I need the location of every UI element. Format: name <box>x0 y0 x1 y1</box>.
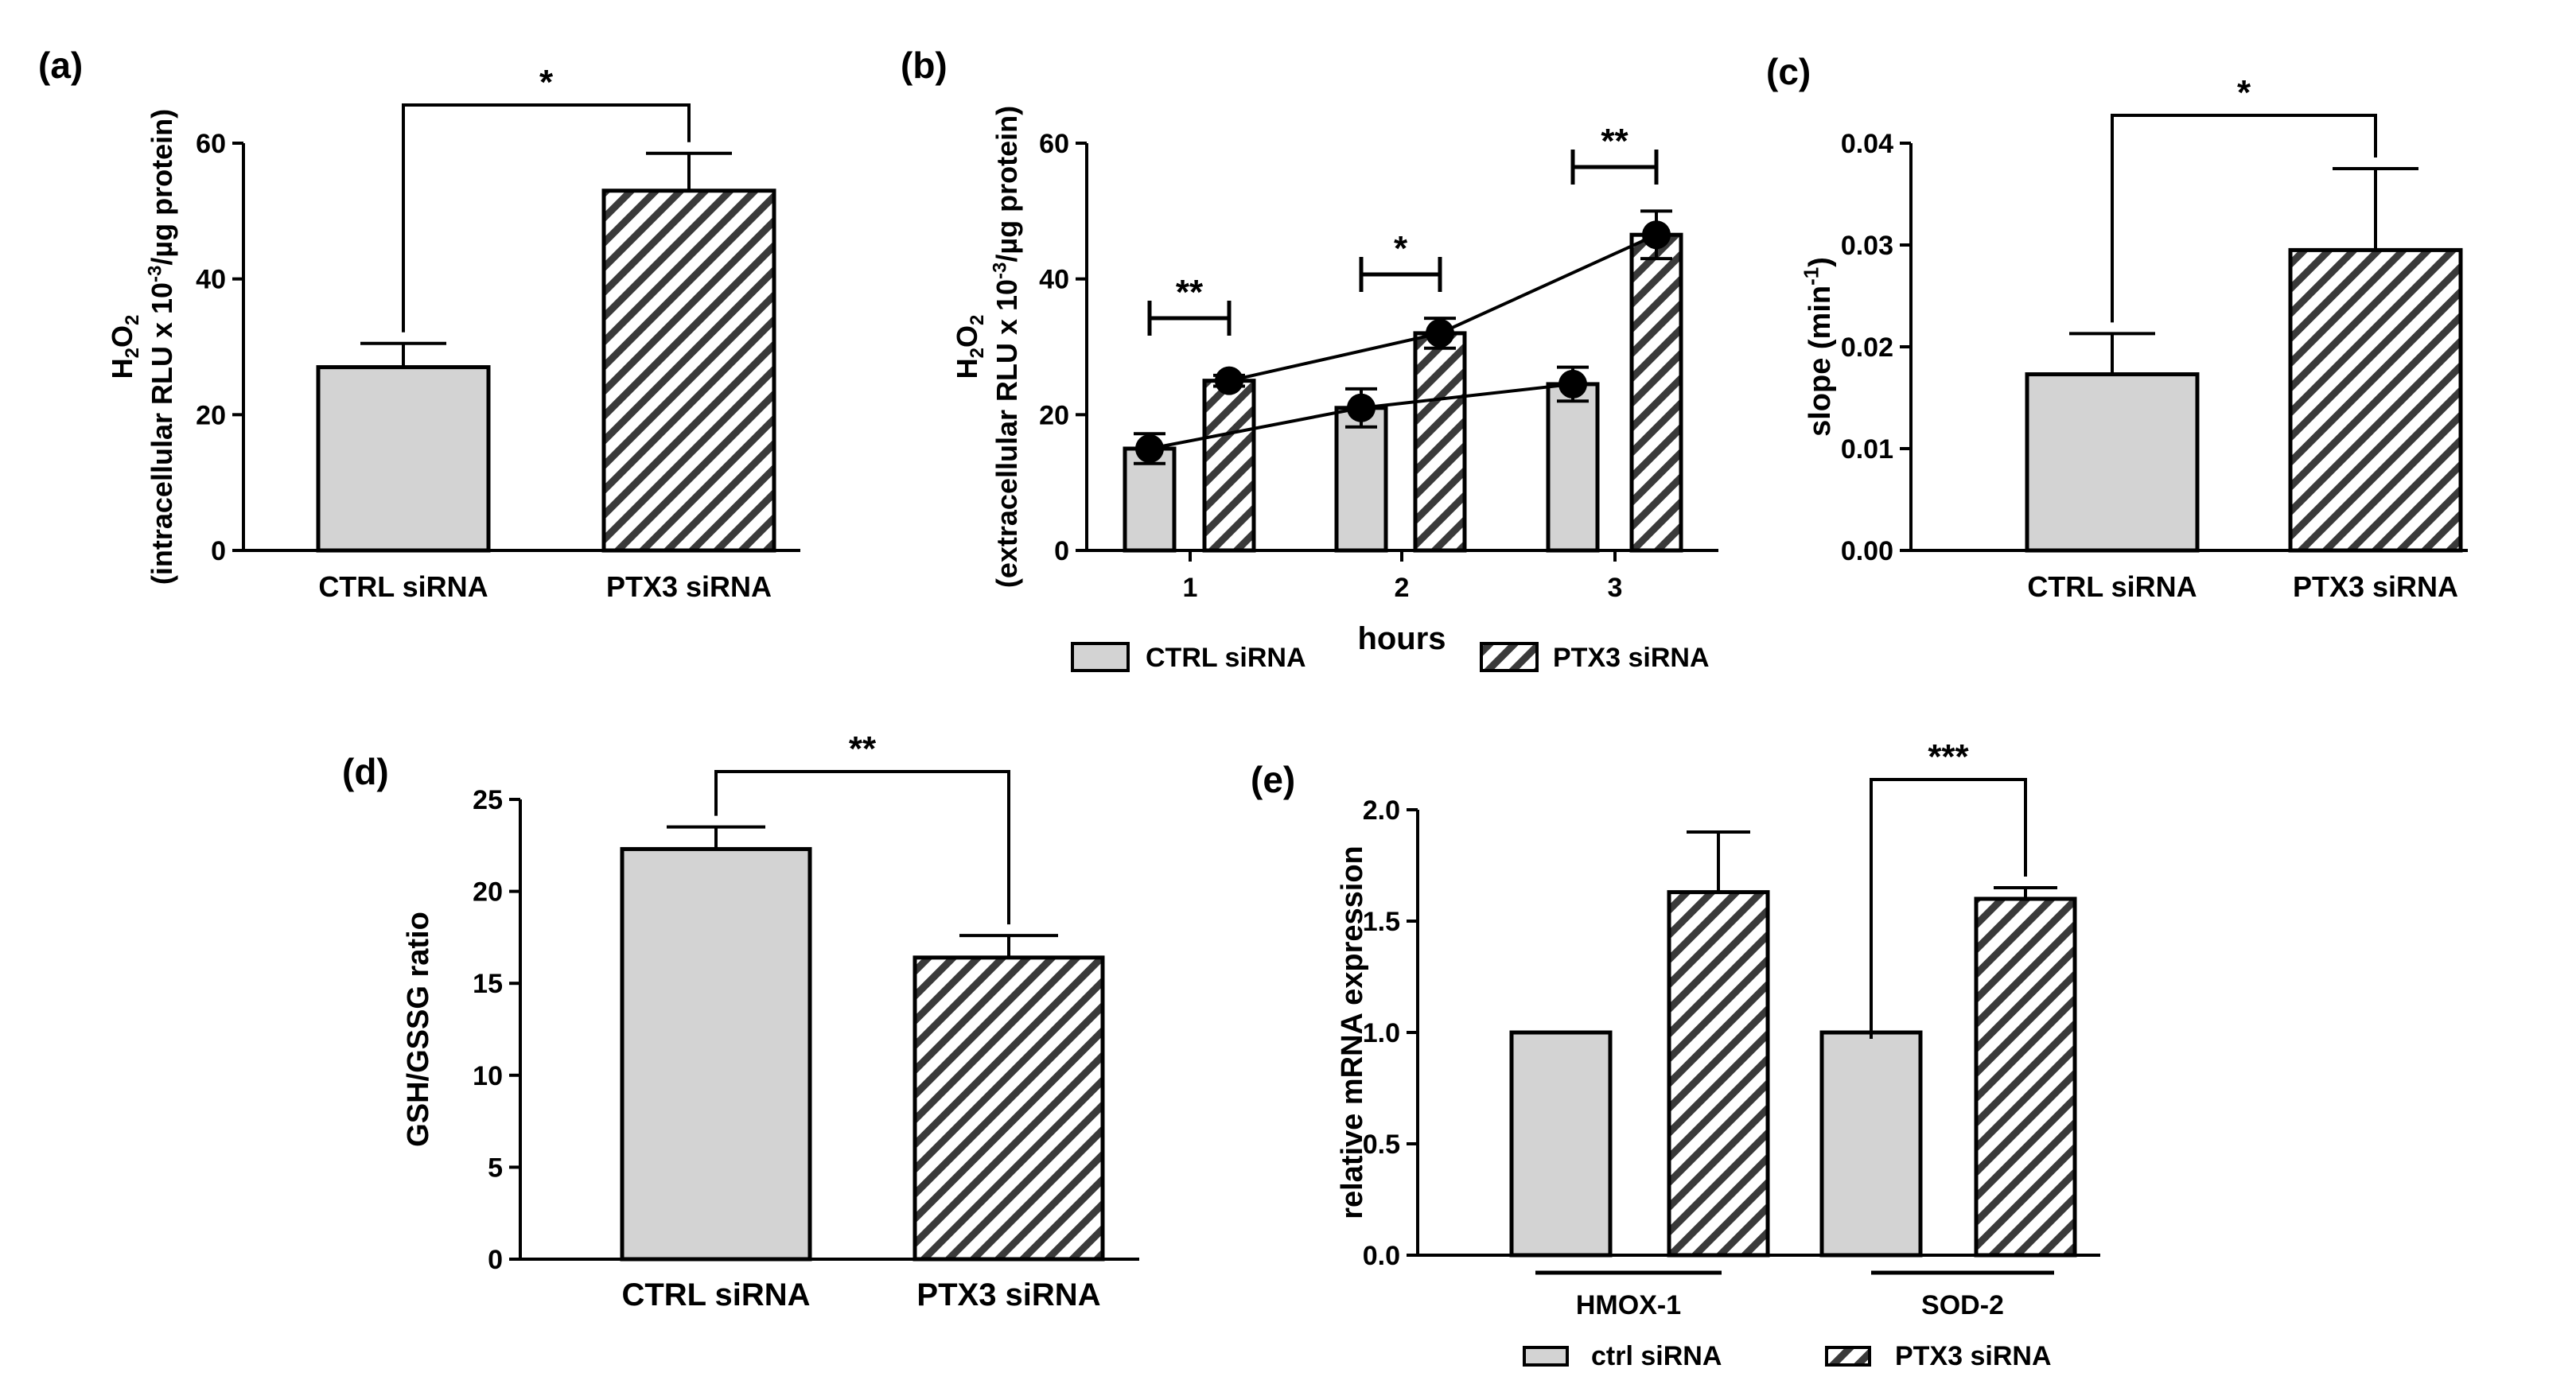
panel-d-significance-label: ** <box>849 729 877 768</box>
panel-c-ytick-label: 0.02 <box>1841 332 1893 363</box>
panel-c-ylabel: slope (min-1) <box>1800 257 1837 437</box>
panel-b-xtick-label: 2 <box>1395 573 1410 603</box>
panel-e-bar-ctrl <box>1819 1030 1923 1258</box>
panel-e-significance-bracket <box>1870 778 2027 1039</box>
panel-e-xtick-label: SOD-2 <box>1921 1290 2004 1320</box>
panel-c-xtick-label: PTX3 siRNA <box>2293 570 2458 603</box>
panel-e-legend-swatch-ctrl <box>1523 1346 1569 1367</box>
panel-c-ytick-label: 0.03 <box>1841 231 1893 261</box>
panel-c-xtick-label: CTRL siRNA <box>2027 570 2197 603</box>
panel-b-bar-ptx3 <box>1629 232 1683 553</box>
panel-b-legend-label: PTX3 siRNA <box>1553 643 1710 673</box>
panel-b-ytick-label: 20 <box>1039 400 1069 430</box>
panel-d-ytick-label: 25 <box>473 785 503 815</box>
panel-label-a: (a) <box>38 45 83 86</box>
panel-b-significance-label: ** <box>1601 122 1628 161</box>
panel-a-chart: CTRL siRNA PTX3 siRNA 0 20 40 60 H2O2 (intracel… <box>106 63 800 603</box>
panel-b-bar-ptx3 <box>1413 331 1467 553</box>
panel-b-bar-ctrl <box>1334 406 1388 553</box>
panel-c-chart: CTRL siRNA PTX3 siRNA 0.00 0.01 0.02 0.03 0.04… <box>1800 73 2468 603</box>
panel-a-significance-label: * <box>539 63 554 102</box>
panel-b-ytick-label: 40 <box>1039 265 1069 295</box>
panel-b-bar-ptx3 <box>1202 379 1256 553</box>
panel-d-ytick-label: 10 <box>473 1061 503 1091</box>
panel-c-ytick-label: 0.01 <box>1841 434 1893 465</box>
panel-a-ytick-label: 20 <box>196 400 226 430</box>
panel-a-ylabel-top: H2O2 <box>106 315 143 379</box>
panel-c-ytick-label: 0.00 <box>1841 536 1893 566</box>
panel-b-significance-label: ** <box>1176 273 1204 312</box>
panel-b-legend-swatch-ptx3 <box>1480 642 1539 672</box>
panel-e-legend-swatch-ptx3 <box>1825 1346 1871 1367</box>
panel-c-bar-ptx3 <box>2288 247 2463 553</box>
panel-label-d: (d) <box>342 751 389 792</box>
panel-b-ytick-label: 60 <box>1039 129 1069 159</box>
panel-d-ytick-label: 15 <box>473 969 503 999</box>
panel-d-ytick-label: 20 <box>473 877 503 908</box>
panel-e-xtick-label: HMOX-1 <box>1576 1290 1681 1320</box>
panel-b-bar-ctrl <box>1546 382 1600 553</box>
panel-b-data-point <box>1426 318 1454 348</box>
panel-a-xtick-label: CTRL siRNA <box>318 570 488 603</box>
panel-b-xlabel: hours <box>1357 621 1446 656</box>
panel-c-significance-label: * <box>2237 73 2251 112</box>
panel-e-legend-label: ctrl siRNA <box>1591 1341 1722 1371</box>
panel-b-data-point <box>1347 393 1376 422</box>
panel-b-legend-label: CTRL siRNA <box>1146 643 1306 673</box>
panel-b-bar-ctrl <box>1123 446 1177 553</box>
panel-a-ytick-label: 0 <box>211 536 226 566</box>
panel-b-data-point <box>1642 220 1671 250</box>
panel-c-significance-bracket <box>2111 114 2377 323</box>
panel-b-data-point <box>1215 366 1243 395</box>
panel-c-ytick-label: 0.04 <box>1841 129 1893 159</box>
panel-d-bar-ctrl <box>620 846 812 1262</box>
panel-d-chart: CTRL siRNA PTX3 siRNA 0 5 10 15 20 25 GSH/GSSG r… <box>402 729 1139 1312</box>
panel-b-chart: 0 20 40 60 1 2 3 hours H2O2 (extracellular RLU x … <box>951 106 1718 673</box>
panel-e-bar-ctrl <box>1509 1030 1613 1258</box>
panel-a-significance-bracket <box>402 103 691 332</box>
panel-b-ytick-label: 0 <box>1054 536 1069 566</box>
panel-a-bar-ctrl <box>316 365 491 553</box>
panel-b-xtick-label: 1 <box>1183 573 1198 603</box>
panel-a-xtick-label: PTX3 siRNA <box>606 570 772 603</box>
panel-b-significance-label: * <box>1394 229 1408 268</box>
panel-d-ytick-label: 5 <box>488 1153 503 1183</box>
panel-c-bar-ctrl <box>2025 372 2200 553</box>
panel-d-ylabel: GSH/GSSG ratio <box>402 912 435 1147</box>
panel-d-xtick-label: CTRL siRNA <box>621 1277 810 1312</box>
panel-label-e: (e) <box>1251 759 1295 800</box>
panel-a-bar-ptx3 <box>601 189 776 553</box>
panel-d-xtick-label: PTX3 siRNA <box>916 1277 1100 1312</box>
panel-label-b: (b) <box>901 45 948 86</box>
panel-b-ylabel-top: H2O2 <box>951 315 988 379</box>
panel-e-ytick-label: 0.5 <box>1363 1130 1400 1160</box>
panel-label-c: (c) <box>1766 51 1811 92</box>
panel-d-significance-bracket <box>714 770 1010 925</box>
panel-b-legend-swatch-ctrl <box>1071 642 1130 672</box>
panel-b-xtick-label: 3 <box>1608 573 1623 603</box>
panel-a-ytick-label: 40 <box>196 265 226 295</box>
panel-b-data-point <box>1135 434 1164 463</box>
panel-e-legend-label: PTX3 siRNA <box>1895 1341 2052 1371</box>
panel-e-chart: 0.0 0.5 1.0 1.5 2.0 relative mRNA expression H… <box>1336 737 2100 1371</box>
panel-a-ylabel: (intracellular RLU x 10-3/µg protein) <box>144 109 178 585</box>
panel-e-ytick-label: 0.0 <box>1363 1241 1400 1271</box>
panel-e-ytick-label: 2.0 <box>1363 795 1400 826</box>
panel-d-bar-ptx3 <box>912 955 1105 1262</box>
panel-e-ytick-label: 1.0 <box>1363 1018 1400 1048</box>
panel-e-bar-ptx3 <box>1974 896 2077 1258</box>
panel-e-significance-label: *** <box>1928 737 1969 776</box>
panel-d-ytick-label: 0 <box>488 1245 503 1275</box>
panel-e-ytick-label: 1.5 <box>1363 907 1400 937</box>
panel-b-data-point <box>1558 369 1587 399</box>
panel-b-ylabel: (extracellular RLU x 10-3/µg protein) <box>989 106 1023 588</box>
panel-a-ytick-label: 60 <box>196 129 226 159</box>
panel-e-ylabel: relative mRNA expression <box>1336 846 1369 1219</box>
panel-e-bar-ptx3 <box>1667 890 1770 1258</box>
